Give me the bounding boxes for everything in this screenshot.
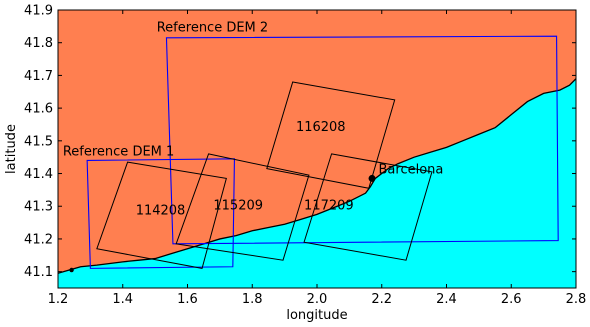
x-tick-label: 2.2 [371,292,392,307]
x-tick-label: 1.6 [177,292,198,307]
y-tick-label: 41.1 [24,265,53,280]
footprint-115209-outline [175,153,310,261]
sea-area [58,78,576,288]
y-tick-label: 41.4 [24,167,53,182]
y-tick-label: 41.7 [24,69,53,84]
annotation-label: Reference DEM 2 [157,20,268,35]
annotation-label: 115209 [213,199,263,214]
x-axis-title: longitude [286,308,347,323]
x-tick-label: 2.8 [566,292,587,307]
reference-dem-2-outline [165,35,559,245]
coast-point [69,267,74,273]
coastline [58,78,576,274]
y-tick-label: 41.8 [24,36,53,51]
annotation-label: Reference DEM 1 [63,145,174,160]
y-axis-title: latitude [4,124,19,174]
reference-dem-1-outline [86,158,236,269]
footprint-117209-outline [303,153,433,261]
x-tick-label: 1.4 [112,292,133,307]
footprint-114208-outline [96,161,227,269]
x-tick-label: 2.4 [436,292,457,307]
x-tick-label: 2.0 [307,292,328,307]
annotation-label: 117209 [304,199,354,214]
annotation-label: 116208 [296,120,346,135]
annotation-label: Barcelona [379,163,444,178]
x-tick-label: 2.6 [501,292,522,307]
y-tick-label: 41.9 [24,4,53,19]
y-tick-label: 41.5 [24,134,53,149]
barcelona-point [368,174,376,182]
annotation-label: 114208 [136,203,186,218]
x-tick-label: 1.2 [48,292,69,307]
y-tick-label: 41.3 [24,200,53,215]
footprint-116208-outline [266,81,396,189]
x-tick-label: 1.8 [242,292,263,307]
y-tick-label: 41.2 [24,232,53,247]
y-tick-label: 41.6 [24,102,53,117]
